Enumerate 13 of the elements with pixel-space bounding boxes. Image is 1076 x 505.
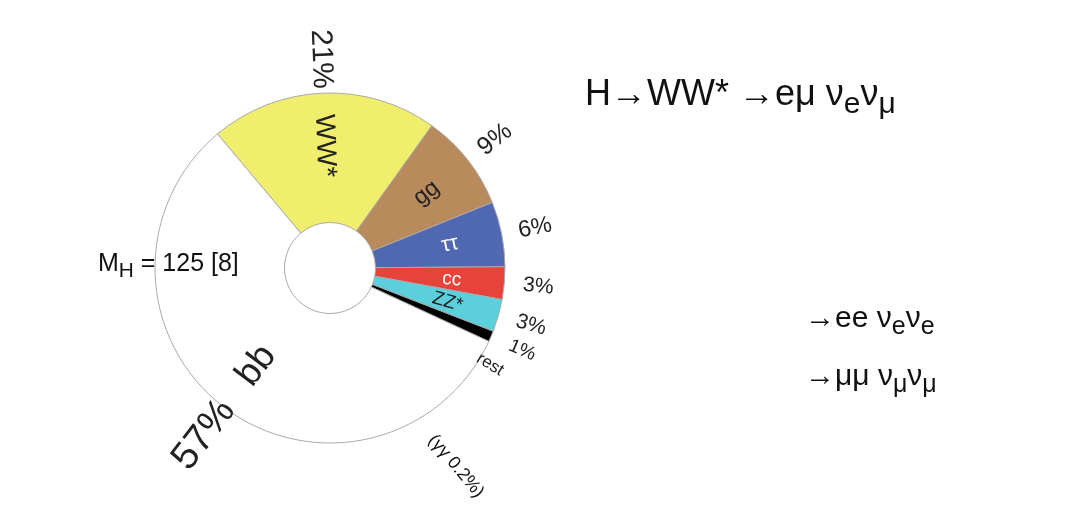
slice-label: gg <box>407 173 444 210</box>
text: →ee ν$_{e}$ν$_{e}$ <box>805 300 935 340</box>
text: M$_{H}$ = 125 [8] <box>98 248 239 282</box>
slice-label: WW* <box>310 113 344 179</box>
text: H→WW* →eμ ν$_{e}$ν$_{μ}$ <box>585 72 896 121</box>
slice-label: ττ <box>439 229 461 257</box>
data-label: 9% <box>470 115 517 161</box>
slice-label: bb <box>225 335 284 393</box>
data-label: 6% <box>515 210 554 243</box>
data-label: 21% <box>305 28 342 90</box>
data-label: 3% <box>522 271 555 298</box>
slice-label: rest <box>473 348 508 380</box>
text: →μμ ν$_{μ}$ν$_{μ}$ <box>805 358 937 398</box>
